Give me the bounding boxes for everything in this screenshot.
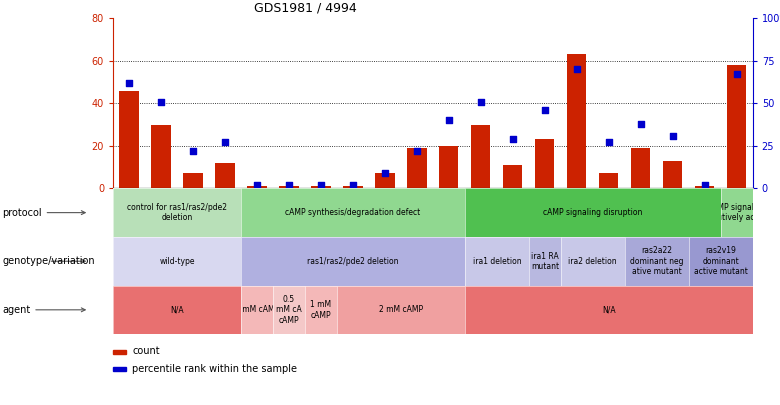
Point bbox=[154, 98, 167, 105]
Text: 1 mM
cAMP: 1 mM cAMP bbox=[310, 300, 332, 320]
Point bbox=[282, 182, 295, 188]
Point bbox=[378, 170, 391, 176]
Bar bbox=[631, 148, 651, 188]
Bar bbox=[471, 125, 491, 188]
Point bbox=[218, 139, 231, 146]
Bar bbox=[663, 161, 682, 188]
Bar bbox=[567, 54, 587, 188]
Text: cAMP synthesis/degradation defect: cAMP synthesis/degradation defect bbox=[285, 208, 420, 217]
Text: genotype/variation: genotype/variation bbox=[2, 256, 94, 266]
Text: agent: agent bbox=[2, 305, 85, 315]
Bar bbox=[439, 146, 459, 188]
Bar bbox=[215, 163, 235, 188]
Text: 0 mM cAMP: 0 mM cAMP bbox=[235, 305, 279, 314]
Text: 0.5
mM cA
cAMP: 0.5 mM cA cAMP bbox=[276, 295, 302, 325]
Text: protocol: protocol bbox=[2, 208, 85, 217]
Bar bbox=[183, 173, 203, 188]
Text: count: count bbox=[133, 346, 160, 356]
Text: ras2a22
dominant neg
ative mutant: ras2a22 dominant neg ative mutant bbox=[630, 246, 683, 276]
Bar bbox=[343, 186, 363, 188]
Text: GDS1981 / 4994: GDS1981 / 4994 bbox=[254, 1, 356, 14]
Point bbox=[123, 80, 136, 86]
Text: cAMP signaling
constitutively activated: cAMP signaling constitutively activated bbox=[691, 203, 780, 222]
Bar bbox=[599, 173, 619, 188]
Text: ira1 RA
mutant: ira1 RA mutant bbox=[530, 252, 559, 271]
Point bbox=[602, 139, 615, 146]
Point bbox=[666, 132, 679, 139]
Text: ira1 deletion: ira1 deletion bbox=[473, 257, 521, 266]
Text: N/A: N/A bbox=[170, 305, 184, 314]
Text: ira2 deletion: ira2 deletion bbox=[569, 257, 617, 266]
Bar bbox=[695, 186, 714, 188]
Bar bbox=[535, 139, 555, 188]
Point bbox=[251, 182, 264, 188]
Point bbox=[730, 71, 743, 78]
Text: ras1/ras2/pde2 deletion: ras1/ras2/pde2 deletion bbox=[307, 257, 399, 266]
Point bbox=[346, 182, 359, 188]
Point bbox=[315, 182, 328, 188]
Bar bbox=[113, 367, 126, 371]
Point bbox=[474, 98, 487, 105]
Text: 2 mM cAMP: 2 mM cAMP bbox=[379, 305, 423, 314]
Point bbox=[635, 120, 647, 127]
Point bbox=[538, 107, 551, 113]
Text: wild-type: wild-type bbox=[159, 257, 195, 266]
Text: percentile rank within the sample: percentile rank within the sample bbox=[133, 364, 297, 374]
Point bbox=[507, 136, 519, 142]
Bar bbox=[119, 91, 139, 188]
Text: N/A: N/A bbox=[602, 305, 615, 314]
Bar bbox=[407, 148, 427, 188]
Point bbox=[699, 182, 711, 188]
Bar bbox=[151, 125, 171, 188]
Bar bbox=[375, 173, 395, 188]
Bar bbox=[279, 186, 299, 188]
Bar bbox=[503, 165, 523, 188]
Text: control for ras1/ras2/pde2
deletion: control for ras1/ras2/pde2 deletion bbox=[127, 203, 227, 222]
Point bbox=[187, 148, 200, 154]
Bar bbox=[247, 186, 267, 188]
Point bbox=[443, 117, 456, 124]
Point bbox=[570, 66, 583, 72]
Bar bbox=[311, 186, 331, 188]
Text: ras2v19
dominant
active mutant: ras2v19 dominant active mutant bbox=[693, 246, 748, 276]
Point bbox=[410, 148, 423, 154]
Bar bbox=[727, 65, 746, 188]
Text: cAMP signaling disruption: cAMP signaling disruption bbox=[543, 208, 643, 217]
Bar bbox=[113, 350, 126, 354]
